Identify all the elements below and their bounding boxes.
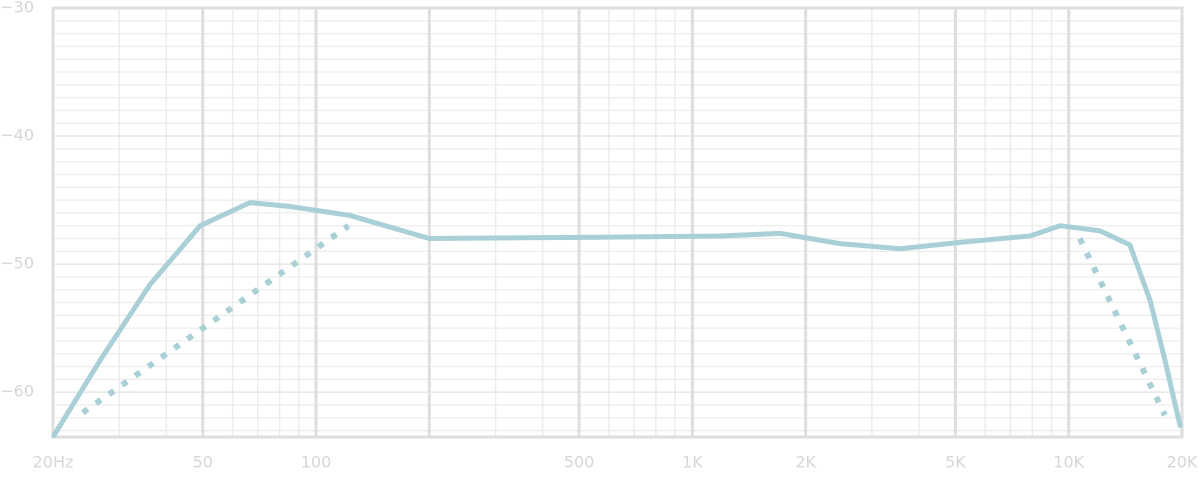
- x-tick-label: 1K: [682, 453, 703, 472]
- response-line: [1077, 237, 1168, 417]
- x-tick-label: 5K: [945, 453, 966, 472]
- y-tick-label: −50: [0, 254, 34, 273]
- x-tick-label: 500: [564, 453, 595, 472]
- response-line: [51, 200, 1183, 439]
- x-tick-label: 20K: [1167, 453, 1198, 472]
- response-line: [81, 223, 351, 416]
- y-tick-label: −60: [0, 382, 34, 401]
- x-tick-label: 50: [193, 453, 213, 472]
- y-tick-label: −40: [0, 126, 34, 145]
- x-tick-label: 10K: [1053, 453, 1084, 472]
- x-tick-label: 2K: [795, 453, 816, 472]
- y-tick-label: −30: [0, 0, 34, 17]
- x-tick-label: 20Hz: [33, 453, 74, 472]
- plot-frame: [51, 6, 1184, 439]
- x-tick-label: 100: [301, 453, 332, 472]
